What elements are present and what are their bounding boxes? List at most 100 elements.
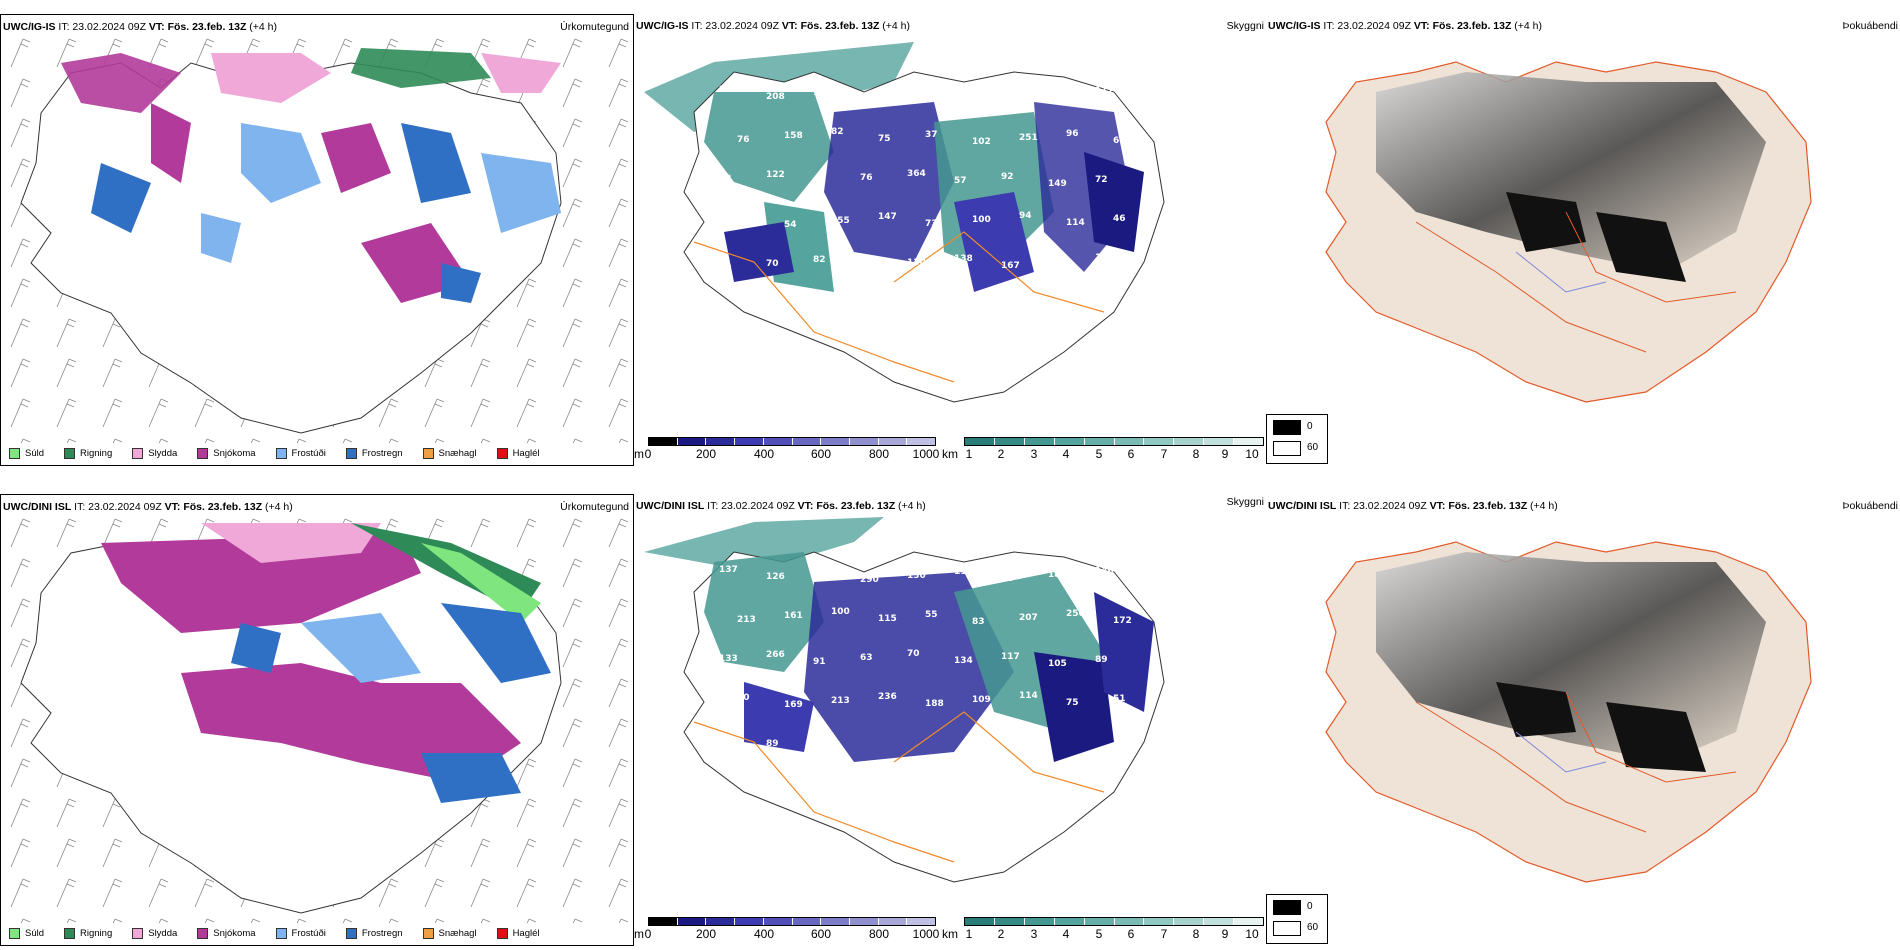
ceiling-value-label: 113	[860, 95, 879, 105]
fog-legend-box: 0 60	[1266, 414, 1328, 464]
legend-item: Slydda	[132, 927, 177, 939]
iceland-precip-map	[1, 513, 633, 923]
ceiling-value-label: 169	[784, 700, 803, 710]
colorbar-segment	[1144, 438, 1175, 445]
ceiling-value-label: 122	[766, 170, 785, 180]
legend-item: Snjókoma	[197, 927, 256, 939]
panel-label: Skyggni	[1226, 20, 1264, 32]
legend-swatch	[9, 447, 20, 459]
legend-swatch	[496, 447, 508, 459]
ceiling-value-label: 213	[831, 696, 850, 706]
ceiling-value-label: 82	[813, 255, 826, 265]
ceiling-value-label: 136	[1095, 253, 1114, 263]
ceiling-value-label: 155	[831, 216, 850, 226]
colorbar-segment	[994, 438, 1025, 445]
colorbar-segment	[965, 438, 995, 445]
ceiling-value-label: 130	[907, 258, 926, 268]
ceiling-value-label: 266	[766, 650, 785, 660]
legend-swatch	[132, 927, 144, 939]
ceiling-value-label: 133	[719, 654, 738, 664]
ceiling-value-label: 100	[972, 215, 991, 225]
colorbar-segment	[1144, 918, 1175, 925]
ceiling-value-label: 111	[954, 567, 973, 577]
ceiling-value-label: 46	[1113, 214, 1126, 224]
colorbar-segment	[1054, 438, 1085, 445]
panel-header: UWC/DINI ISL IT: 23.02.2024 09Z VT: Fös.…	[636, 500, 926, 512]
ceiling-value-label: 70	[766, 259, 779, 269]
colorbar-segment	[1024, 918, 1055, 925]
iceland-fog-map	[1325, 541, 1812, 883]
ceiling-value-label: 37	[925, 130, 938, 140]
ceiling-value-label: 83	[813, 177, 826, 187]
ceiling-value-label: 236	[878, 692, 897, 702]
colorbar-segment	[735, 918, 764, 925]
colorbar-segment	[677, 918, 707, 925]
ceiling-value-label: 225	[719, 85, 738, 95]
colorbar-segment	[1054, 918, 1085, 925]
ceiling-value-label: 89	[1095, 655, 1108, 665]
ceiling-value-label: 70	[907, 649, 920, 659]
colorbar-segment	[792, 918, 822, 925]
ceiling-value-label: 76	[737, 135, 750, 145]
ceiling-value-label: 92	[1001, 172, 1014, 182]
legend-swatch	[422, 447, 434, 459]
ceiling-value-label: 141	[1001, 94, 1020, 104]
ceiling-value-label: 172	[1113, 616, 1132, 626]
ceiling-value-label: 149	[1048, 179, 1067, 189]
ceiling-value-label: 105	[1048, 659, 1067, 669]
colorbar-segment	[706, 918, 736, 925]
colorbar-segment	[965, 918, 995, 925]
colorbar-segment	[1234, 438, 1264, 445]
colorbar-segment	[649, 438, 678, 445]
ceiling-value-label: 213	[737, 615, 756, 625]
colorbar-segment	[1114, 438, 1145, 445]
colorbar-segment	[706, 438, 736, 445]
ceiling-value-label: 102	[972, 137, 991, 147]
panel-header: UWC/IG-IS IT: 23.02.2024 09Z VT: Fös. 23…	[1268, 20, 1543, 32]
colorbar-segment	[849, 438, 879, 445]
colorbar-segment	[792, 438, 822, 445]
legend-item: Rigning	[64, 927, 112, 939]
legend-item: Frostúði	[275, 447, 326, 459]
legend-swatch	[275, 927, 287, 939]
panel-label: Þokuábendi	[1842, 500, 1898, 512]
ceiling-value-label: 251	[1019, 133, 1038, 143]
ceiling-value-label: 126	[766, 572, 785, 582]
ceiling-colorbar: m 0 200 400 600 800 1000	[634, 917, 939, 946]
panel-header: UWC/DINI ISL IT: 23.02.2024 09Z VT: Fös.…	[3, 501, 293, 513]
ceiling-value-label: 117	[1001, 652, 1020, 662]
ceiling-value-label: 135	[1048, 90, 1067, 100]
ceiling-value-label: 54	[784, 220, 797, 230]
colorbar-segment	[735, 438, 764, 445]
ceiling-value-label: 94	[1019, 211, 1032, 221]
colorbar-segment	[763, 438, 793, 445]
colorbar-segment	[1174, 438, 1205, 445]
ceiling-value-label: 90	[737, 693, 750, 703]
ceiling-value-label: 208	[766, 92, 785, 102]
ceiling-value-label: 158	[784, 131, 803, 141]
panel-label: Úrkomutegund	[560, 21, 629, 33]
ceiling-value-label: 113	[813, 568, 832, 578]
visibility-colorbar: km 1 2 3 4 5 6 7 8 9 10	[942, 917, 1264, 946]
ceiling-value-label: 115	[878, 614, 897, 624]
ceiling-value-label: 82	[831, 127, 844, 137]
legend-swatch	[496, 927, 508, 939]
colorbar-segment	[849, 918, 879, 925]
ceiling-value-label: 48	[719, 743, 732, 753]
legend-item: Haglél	[496, 447, 540, 459]
colorbar-segment	[1084, 438, 1115, 445]
ceiling-value-label: 97	[954, 87, 967, 97]
ceiling-colorbar: m 0 200 400 600 800 1000	[634, 437, 939, 466]
legend-item: Frostregn	[345, 927, 403, 939]
colorbar-segment	[1204, 438, 1235, 445]
ceiling-value-label: 66	[1001, 574, 1014, 584]
cloud-visibility-panel-top: UWC/IG-IS IT: 23.02.2024 09Z VT: Fös. 23…	[634, 14, 1266, 466]
fog-index-panel-top: UWC/IG-IS IT: 23.02.2024 09Z VT: Fös. 23…	[1266, 14, 1900, 466]
colorbar-segment	[763, 918, 793, 925]
ceiling-value-label: 161	[784, 611, 803, 621]
panel-header: UWC/DINI ISL IT: 23.02.2024 09Z VT: Fös.…	[1268, 500, 1558, 512]
ceiling-value-label: 51	[1113, 694, 1126, 704]
ceiling-value-label: 189	[1048, 570, 1067, 580]
precip-legend: Súld Rigning Slydda Snjókoma Frostúði Fr…	[9, 445, 540, 461]
fog-legend-dark	[1273, 900, 1301, 915]
